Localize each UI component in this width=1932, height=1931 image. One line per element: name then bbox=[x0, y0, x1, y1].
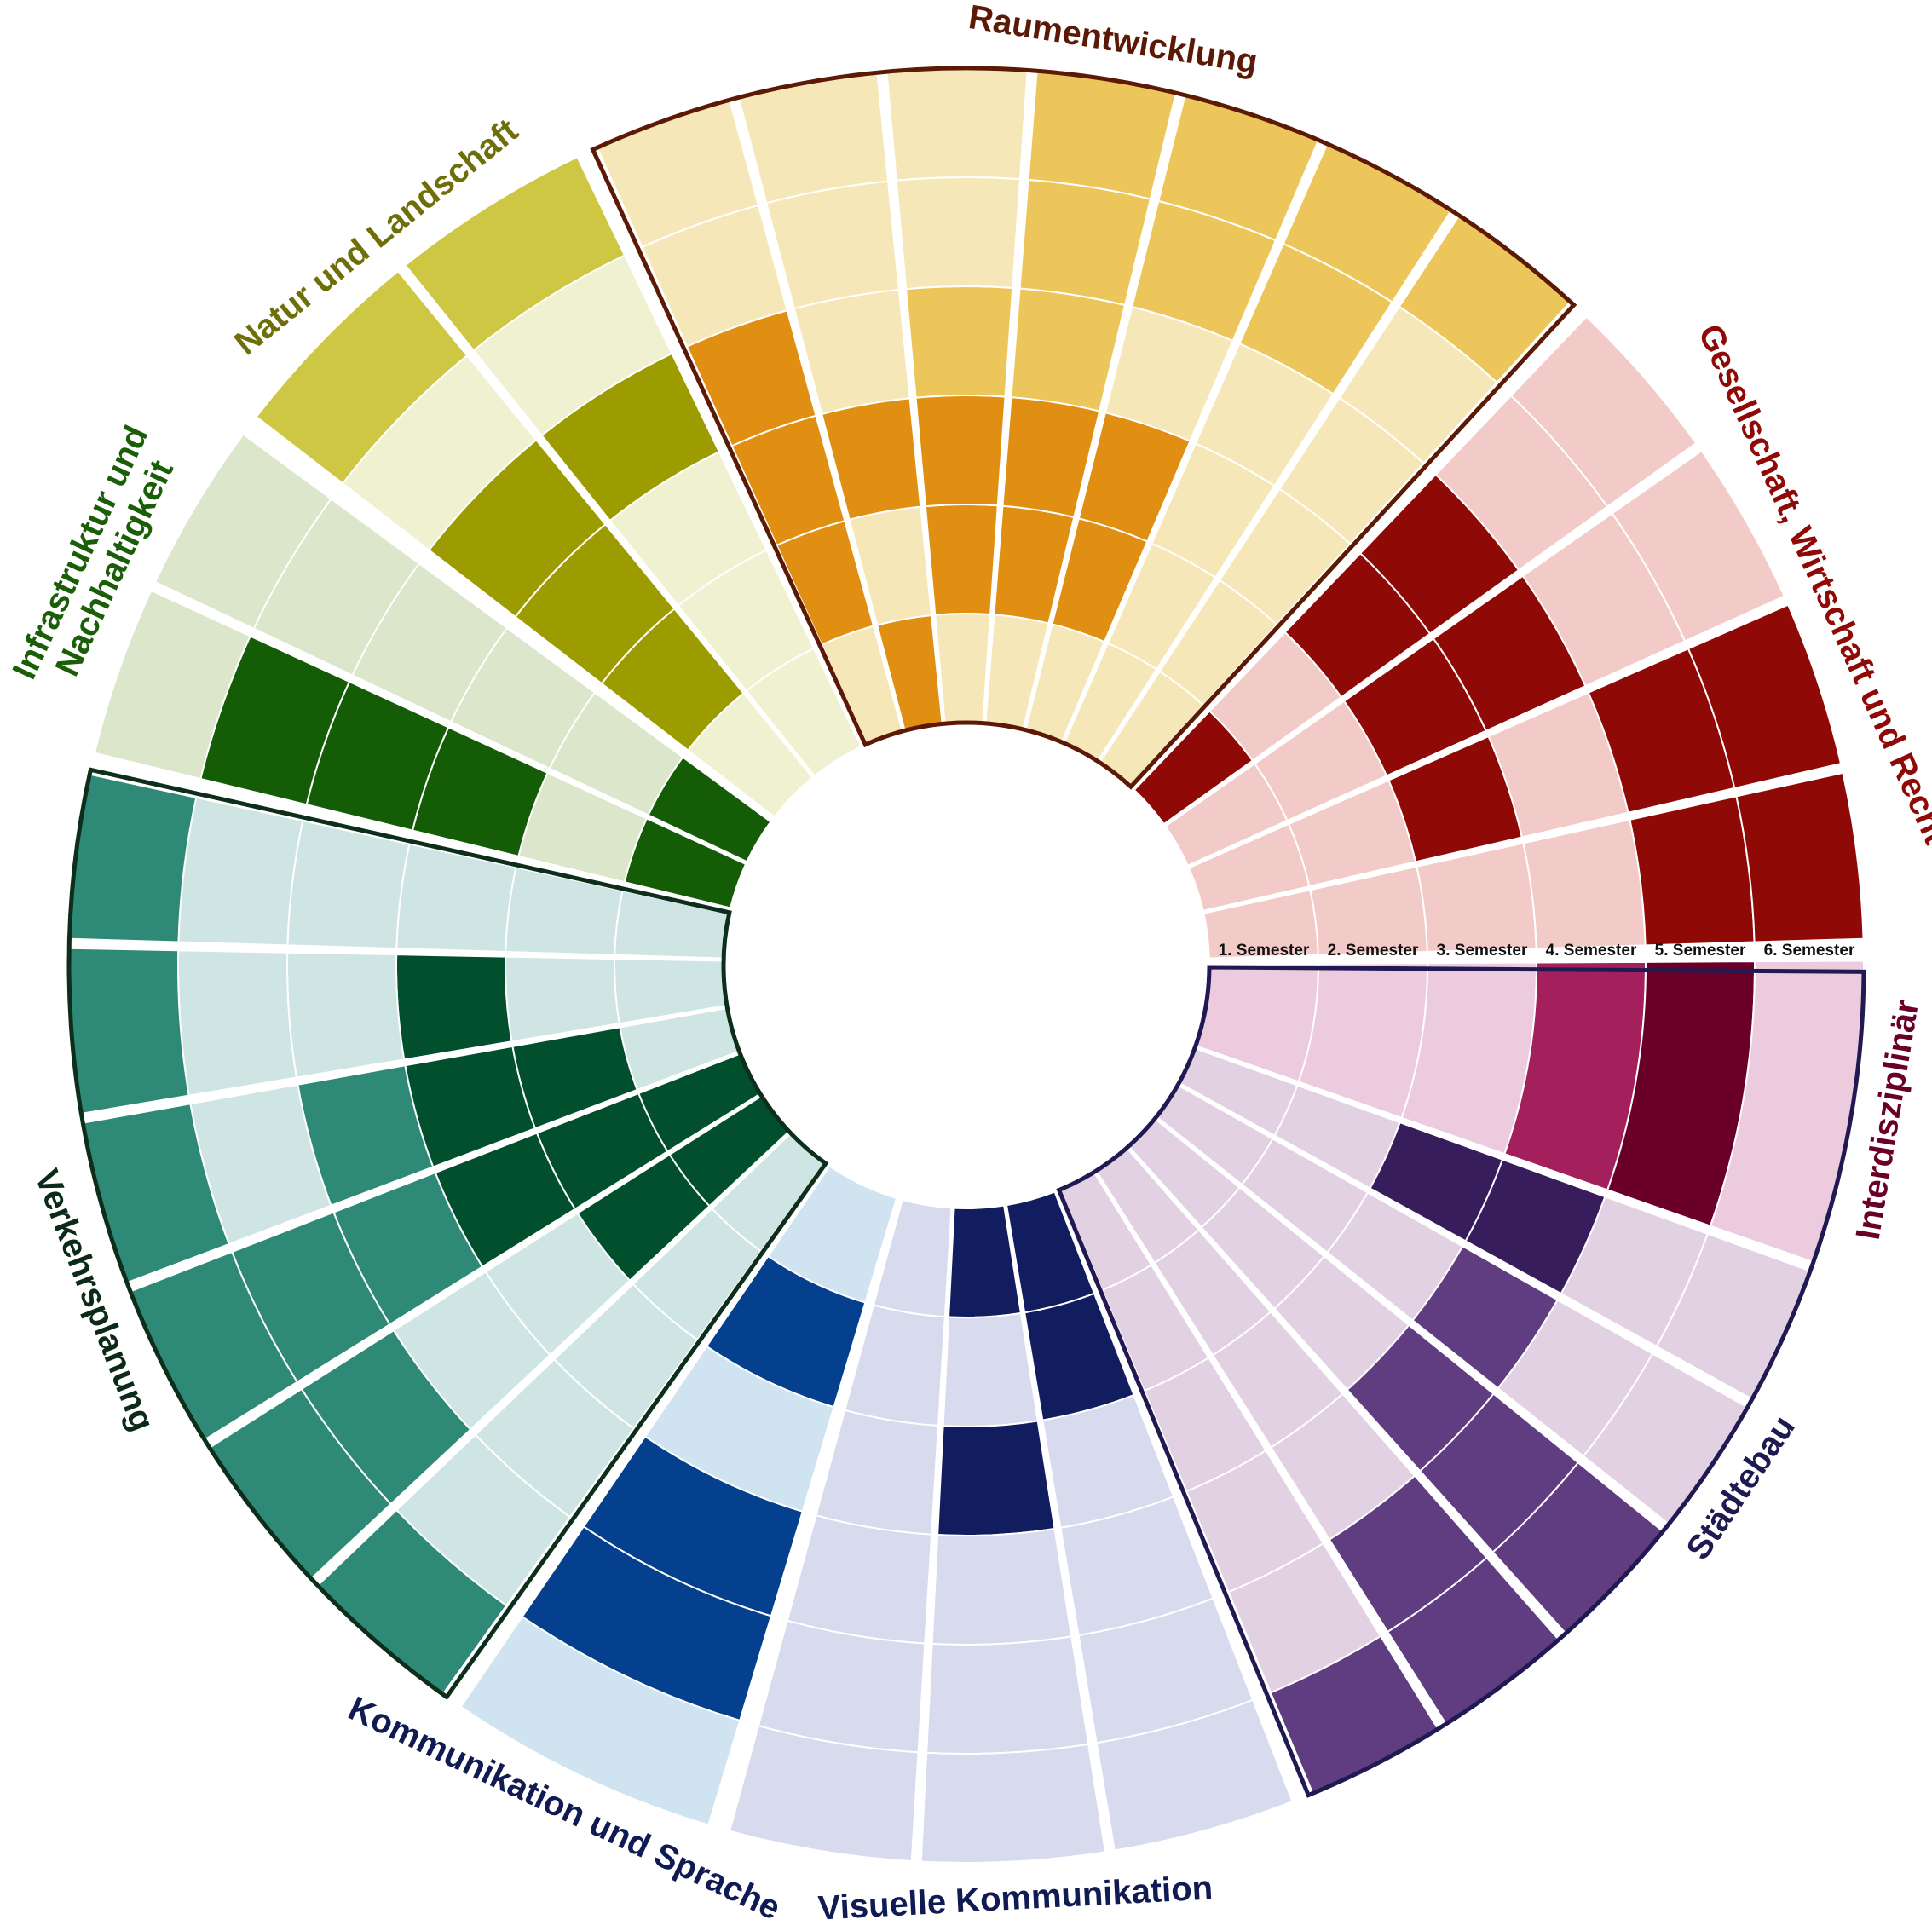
group-raumentwicklung bbox=[596, 67, 1572, 787]
semester-label-2: 2. Semester bbox=[1328, 942, 1419, 960]
module-cell-verkehrsplanung-m5-s2 bbox=[505, 955, 620, 1043]
module-cell-gesellschaft-wirtschaft-recht-m4-s6 bbox=[1735, 771, 1865, 943]
group-visuelle-kommunikation bbox=[728, 1190, 1294, 1864]
module-cell-visuelle-kommunikation-m1-s6 bbox=[1095, 1698, 1294, 1852]
module-cell-raumentwicklung-m4-s6 bbox=[1027, 70, 1178, 200]
module-cell-raumentwicklung-m2-s5 bbox=[765, 180, 900, 310]
module-cell-gesellschaft-wirtschaft-recht-m3-s6 bbox=[1687, 603, 1843, 790]
module-cell-visuelle-kommunikation-m3-s3 bbox=[815, 1409, 940, 1536]
module-cell-natur-landschaft-m1-s6 bbox=[255, 269, 469, 485]
semester-labels-layer: 1. Semester 2. Semester 3. Semester 4. S… bbox=[1219, 942, 1855, 960]
module-cell-kommunikation-sprache-m1-s6 bbox=[459, 1615, 741, 1826]
module-cell-raumentwicklung-m3-s5 bbox=[895, 176, 1021, 291]
module-cell-raumentwicklung-m2-s4 bbox=[793, 288, 911, 416]
module-cell-verkehrsplanung-m5-s6 bbox=[68, 947, 190, 1115]
module-cell-visuelle-kommunikation-m2-s6 bbox=[920, 1743, 1107, 1864]
module-cell-raumentwicklung-m3-s3 bbox=[914, 395, 1006, 508]
group-verkehrsplanung bbox=[68, 773, 827, 1696]
module-cell-verkehrsplanung-m5-s4 bbox=[286, 951, 406, 1079]
group-outline-raumentwicklung bbox=[590, 66, 1577, 790]
group-natur-landschaft bbox=[255, 155, 862, 819]
module-cell-natur-landschaft-m2-s6 bbox=[404, 155, 626, 352]
module-cell-verkehrsplanung-m6-s4 bbox=[286, 820, 411, 950]
group-label-visuelle-kommunikation: Visuelle Kommunikation bbox=[817, 1869, 1214, 1927]
group-gesellschaft-wirtschaft-recht bbox=[1133, 315, 1865, 960]
module-cell-infrastruktur-nachhaltigkeit-m1-s6 bbox=[93, 589, 251, 781]
module-cell-visuelle-kommunikation-m2-s2 bbox=[942, 1311, 1039, 1427]
module-cell-infrastruktur-nachhaltigkeit-m2-s6 bbox=[153, 433, 332, 631]
module-cell-verkehrsplanung-m5-s3 bbox=[395, 954, 513, 1061]
module-cell-verkehrsplanung-m6-s6 bbox=[68, 773, 198, 943]
module-cell-raumentwicklung-m3-s1 bbox=[934, 613, 992, 725]
group-interdisziplinaer bbox=[1194, 960, 1865, 1264]
group-infrastruktur-nachhaltigkeit bbox=[93, 433, 772, 909]
module-cell-visuelle-kommunikation-m3-s6 bbox=[728, 1724, 920, 1863]
module-cell-gesellschaft-wirtschaft-recht-m4-s5 bbox=[1629, 795, 1756, 947]
module-cell-raumentwicklung-m3-s2 bbox=[924, 504, 999, 616]
module-cell-visuelle-kommunikation-m2-s3 bbox=[937, 1420, 1056, 1536]
semester-label-6: 6. Semester bbox=[1764, 942, 1855, 960]
module-cell-visuelle-kommunikation-m2-s5 bbox=[926, 1635, 1090, 1755]
highlight-outlines-layer bbox=[66, 66, 1866, 1798]
module-cell-raumentwicklung-m4-s4 bbox=[1010, 287, 1127, 412]
module-cell-verkehrsplanung-m5-s5 bbox=[177, 949, 298, 1097]
module-cell-gesellschaft-wirtschaft-recht-m4-s3 bbox=[1416, 842, 1537, 953]
semester-label-4: 4. Semester bbox=[1546, 942, 1637, 960]
module-cell-gesellschaft-wirtschaft-recht-m2-s6 bbox=[1611, 449, 1786, 643]
module-cell-raumentwicklung-m3-s6 bbox=[885, 67, 1029, 182]
module-cell-visuelle-kommunikation-m2-s4 bbox=[931, 1527, 1073, 1646]
module-cell-raumentwicklung-m3-s4 bbox=[905, 285, 1014, 399]
group-kommunikation-sprache bbox=[459, 1165, 898, 1826]
semester-label-1: 1. Semester bbox=[1219, 942, 1310, 960]
module-cell-raumentwicklung-m4-s5 bbox=[1018, 178, 1152, 307]
sectors-layer bbox=[68, 67, 1865, 1864]
semester-label-5: 5. Semester bbox=[1655, 942, 1746, 960]
group-outline-verkehrsplanung bbox=[66, 767, 829, 1700]
group-outline-staedtebau bbox=[1056, 965, 1866, 1798]
module-cell-verkehrsplanung-m6-s5 bbox=[177, 796, 304, 947]
module-cell-verkehrsplanung-m6-s2 bbox=[505, 866, 624, 956]
module-cell-visuelle-kommunikation-m3-s4 bbox=[786, 1514, 933, 1645]
semester-label-3: 3. Semester bbox=[1437, 942, 1528, 960]
module-cell-gesellschaft-wirtschaft-recht-m4-s4 bbox=[1522, 818, 1647, 950]
module-cell-gesellschaft-wirtschaft-recht-m1-s6 bbox=[1509, 315, 1698, 508]
